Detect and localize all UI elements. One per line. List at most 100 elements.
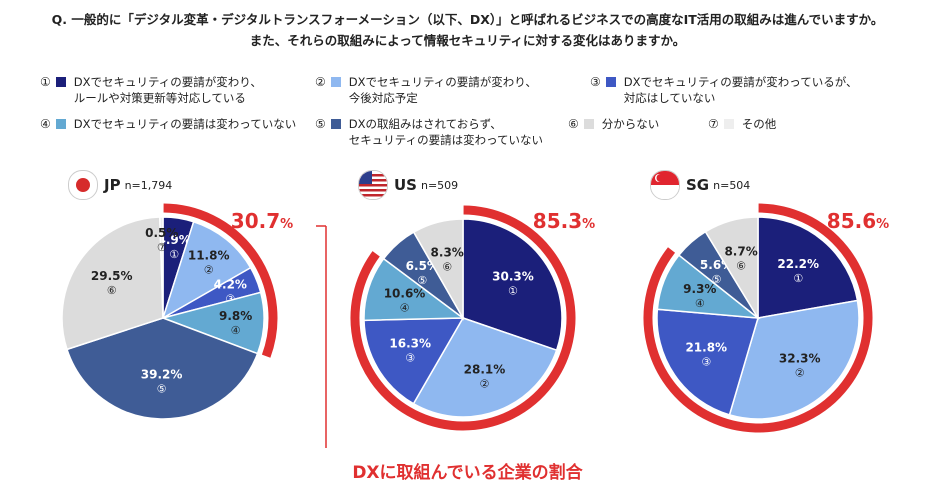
legend-line: 分からない (601, 117, 660, 131)
dx-share-number: 85.3 (533, 209, 582, 233)
sample-size: n=504 (713, 178, 751, 192)
legend-number: ③ (590, 75, 601, 89)
slice-value-label: 4.9% (158, 233, 191, 247)
slice-value-label: 9.8% (219, 309, 252, 323)
dx-share-caption: DXに取組んでいる企業の割合 (352, 463, 583, 483)
dx-share-value: 85.6% (827, 209, 889, 233)
slice-number-label: ② (204, 263, 214, 276)
pie-slice (363, 317, 465, 405)
country-label: SG (686, 176, 710, 194)
japan-flag-icon (68, 170, 98, 200)
dx-highlight-arc (643, 203, 873, 433)
legend-line: DXの取組みはされておらず、 (348, 117, 502, 131)
pie-slice (159, 216, 164, 319)
pie-slice (412, 317, 558, 418)
legend-text: その他 (742, 116, 777, 132)
slice-number-label: ⑥ (442, 261, 452, 274)
legend-number: ① (40, 75, 51, 89)
legend-text: DXでセキュリティの要請が変わり、 今後対応予定 (349, 74, 537, 106)
slice-number-label: ① (793, 272, 803, 285)
slice-value-label: 29.5% (91, 269, 133, 283)
slice-value-label: 4.2% (214, 277, 247, 291)
slice-value-label: 8.7% (724, 245, 757, 259)
slice-number-label: ④ (695, 297, 705, 310)
slice-value-label: 16.3% (389, 336, 431, 350)
legend-number: ⑤ (315, 117, 326, 131)
legend-item: ⑦ その他 (708, 116, 776, 132)
slice-value-label: 9.3% (683, 282, 716, 296)
slice-number-label: ② (480, 377, 490, 390)
pie-slice (66, 317, 259, 420)
singapore-flag-icon (650, 170, 680, 200)
legend-line: 今後対応予定 (348, 91, 418, 105)
slice-number-label: ③ (225, 292, 235, 305)
slice-number-label: ⑥ (107, 284, 117, 297)
legend-number: ⑦ (708, 117, 719, 131)
dx-highlight-arc (350, 205, 576, 431)
slice-value-label: 5.6% (700, 258, 733, 272)
pie-slice (161, 220, 252, 320)
dx-share-unit: % (280, 217, 293, 232)
legend-text: DXでセキュリティの要請が変わり、 ルールや対策更新等対応している (74, 74, 262, 106)
slice-value-label: 32.3% (779, 352, 821, 366)
legend-item: ④ DXでセキュリティの要請は変わっていない (40, 116, 296, 132)
dx-share-unit: % (582, 217, 595, 232)
chart-header-us: US n=509 (358, 170, 458, 200)
pie-slice (162, 266, 262, 319)
pie-slice (160, 291, 265, 355)
legend-line: その他 (741, 117, 777, 131)
legend-item: ① DXでセキュリティの要請が変わり、 ルールや対策更新等対応している (40, 74, 262, 106)
slice-value-label: 8.3% (431, 246, 464, 260)
slice-number-label: ⑤ (712, 273, 722, 286)
slice-number-label: ⑤ (417, 274, 427, 287)
country-label: US (394, 176, 417, 194)
pie-slice (656, 308, 759, 416)
legend-number: ⑥ (568, 117, 579, 131)
legend-line: DXでセキュリティの要請が変わり、 (348, 75, 537, 89)
pie-slice (162, 216, 195, 319)
chart-header-sg: SG n=504 (650, 170, 750, 200)
slice-number-label: ③ (701, 355, 711, 368)
pie-slice (363, 257, 466, 322)
legend-text: DXでセキュリティの要請は変わっていない (74, 116, 296, 132)
pie-slice (704, 216, 759, 321)
legend-line: 対応はしていない (623, 91, 716, 105)
legend-item: ⑤ DXの取組みはされておらず、 セキュリティの要請は変わっていない (315, 116, 543, 148)
slice-value-label: 11.8% (188, 248, 230, 262)
pie-slice (728, 299, 860, 420)
slice-value-label: 21.8% (685, 340, 727, 354)
slice-value-label: 30.3% (492, 269, 534, 283)
legend-item: ② DXでセキュリティの要請が変わり、 今後対応予定 (315, 74, 537, 106)
legend-swatch (330, 77, 341, 87)
legend-number: ② (315, 75, 326, 89)
slice-number-label: ④ (400, 301, 410, 314)
us-flag-icon (358, 170, 388, 200)
slice-value-label: 6.5% (406, 259, 439, 273)
question-line-2: また、それらの取組みによって情報セキュリティに対する変化はありますか。 (249, 33, 686, 48)
dx-share-number: 30.7 (231, 209, 280, 233)
slice-value-label: 10.6% (384, 286, 426, 300)
slice-number-label: ⑦ (157, 241, 167, 254)
sample-size: n=1,794 (124, 178, 173, 192)
legend-item: ⑥ 分からない (568, 116, 659, 132)
pie-slice (382, 231, 464, 319)
dx-share-number: 85.6 (827, 209, 876, 233)
pie-slice (462, 218, 563, 352)
legend-item: ③ DXでセキュリティの要請が変わっているが、 対応はしていない (590, 74, 858, 106)
pie-slice (412, 218, 464, 321)
pie-slice (656, 254, 761, 319)
dx-share-value: 30.7% (231, 209, 293, 233)
legend-text: 分からない (602, 116, 660, 132)
legend-line: DXでセキュリティの要請は変わっていない (73, 117, 297, 131)
legend-line: DXでセキュリティの要請が変わっているが、 (623, 75, 858, 89)
pie-slice (757, 216, 859, 319)
legend-swatch (55, 77, 66, 87)
slice-number-label: ③ (405, 351, 415, 364)
dx-highlight-arc (163, 203, 278, 358)
slice-number-label: ① (508, 284, 518, 297)
slice-number-label: ① (169, 248, 179, 261)
slice-value-label: 39.2% (141, 368, 183, 382)
chart-header-jp: JP n=1,794 (68, 170, 172, 200)
slice-value-label: 22.2% (777, 257, 819, 271)
legend-swatch (583, 119, 594, 129)
